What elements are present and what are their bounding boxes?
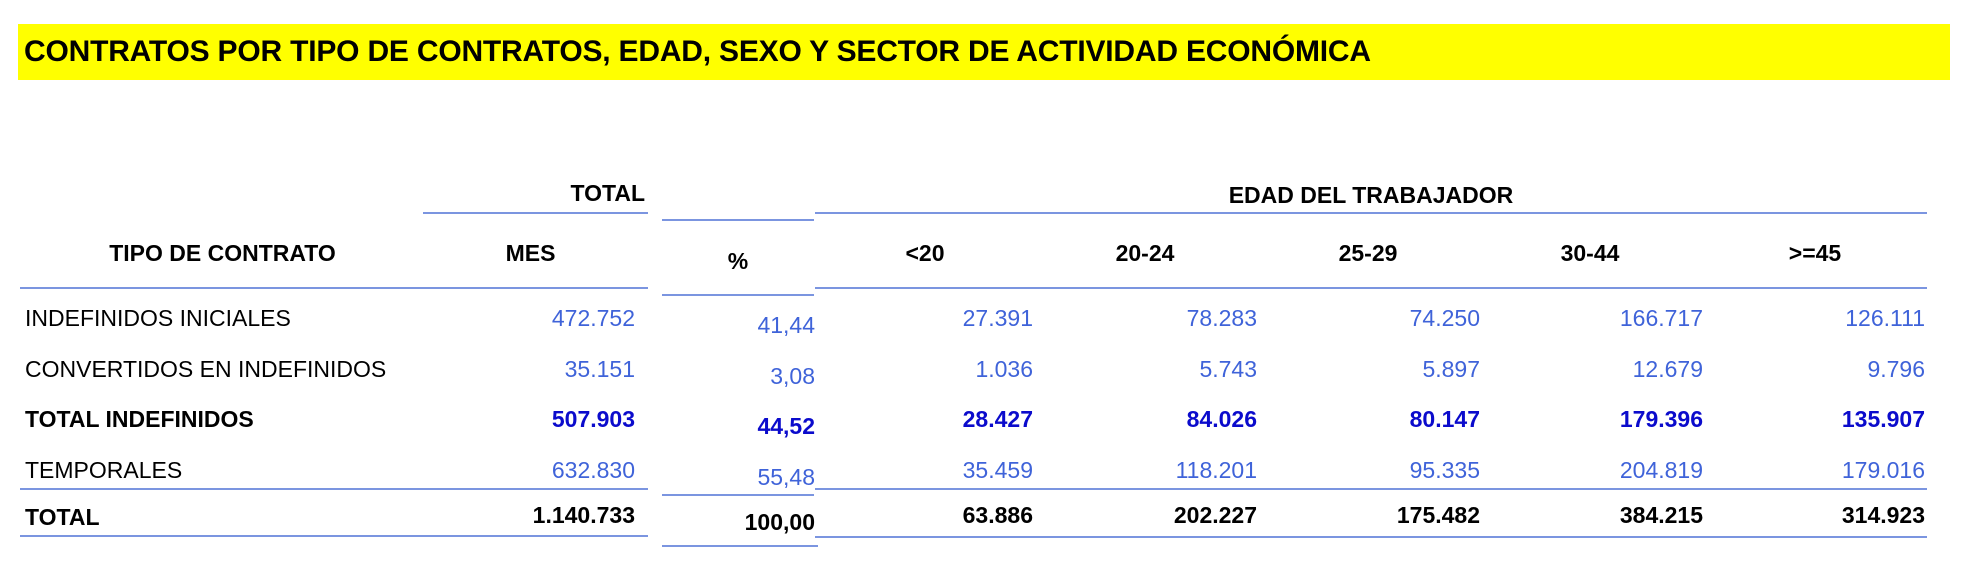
cell-age-lt20: 27.391 (962, 305, 1033, 331)
cell-mes: 507.903 (551, 406, 635, 432)
cell-age-25-29: 175.482 (1396, 502, 1480, 528)
page-title: CONTRATOS POR TIPO DE CONTRATOS, EDAD, S… (24, 35, 1371, 68)
cell-age-30-44: 166.717 (1619, 305, 1703, 331)
title-bar: CONTRATOS POR TIPO DE CONTRATOS, EDAD, S… (18, 24, 1950, 80)
cell-age-ge45: 135.907 (1841, 406, 1925, 432)
cell-age-lt20: 63.886 (962, 502, 1033, 528)
cell-age-20-24: 84.026 (1186, 406, 1257, 432)
header-age-ge45: >=45 (1788, 240, 1842, 266)
row-label: TOTAL INDEFINIDOS (25, 406, 254, 432)
cell-age-20-24: 78.283 (1186, 305, 1257, 331)
header-age-lt20: <20 (905, 240, 945, 266)
cell-pct: 3,08 (770, 363, 815, 389)
cell-age-lt20: 1.036 (975, 356, 1033, 382)
cell-age-30-44: 384.215 (1619, 502, 1703, 528)
row-label: TEMPORALES (25, 457, 183, 483)
cell-age-lt20: 28.427 (962, 406, 1033, 432)
cell-age-ge45: 179.016 (1841, 457, 1925, 483)
cell-age-30-44: 204.819 (1619, 457, 1703, 483)
header-age-30-44: 30-44 (1560, 240, 1620, 266)
rule-total-top-left (20, 488, 648, 490)
header-mes: MES (505, 240, 556, 266)
cell-age-20-24: 202.227 (1173, 502, 1257, 528)
rule-age-total-top (815, 488, 1927, 490)
cell-age-20-24: 118.201 (1175, 457, 1257, 483)
header-pct: % (727, 248, 749, 274)
header-age-25-29: 25-29 (1338, 240, 1398, 266)
rule-header-bottom-left (20, 287, 648, 289)
cell-pct: 55,48 (757, 464, 815, 490)
cell-age-30-44: 12.679 (1632, 356, 1703, 382)
cell-age-ge45: 314.923 (1841, 502, 1925, 528)
rule-age-top (815, 212, 1927, 214)
header-total-group: TOTAL (570, 180, 645, 206)
cell-age-25-29: 80.147 (1409, 406, 1480, 432)
cell-age-30-44: 179.396 (1619, 406, 1703, 432)
cell-mes: 1.140.733 (532, 502, 635, 528)
cell-age-20-24: 5.743 (1199, 356, 1257, 382)
rule-pct-total-top (662, 494, 814, 496)
header-tipo-contrato: TIPO DE CONTRATO (109, 240, 336, 266)
row-label: INDEFINIDOS INICIALES (25, 305, 291, 331)
rule-mes-top (423, 212, 648, 214)
rule-pct-bottom (662, 545, 818, 547)
header-age-20-24: 20-24 (1115, 240, 1175, 266)
cell-mes: 632.830 (551, 457, 635, 483)
cell-age-25-29: 5.897 (1422, 356, 1480, 382)
rule-age-header-bottom (815, 287, 1927, 289)
cell-mes: 472.752 (551, 305, 635, 331)
cell-age-ge45: 9.796 (1867, 356, 1925, 382)
rule-pct-header-bottom (662, 294, 814, 296)
header-age-group: EDAD DEL TRABAJADOR (1228, 182, 1514, 208)
cell-age-lt20: 35.459 (962, 457, 1033, 483)
row-label: CONVERTIDOS EN INDEFINIDOS (25, 356, 387, 382)
cell-age-ge45: 126.111 (1845, 305, 1925, 331)
cell-age-25-29: 95.335 (1409, 457, 1480, 483)
rule-pct-top (662, 219, 814, 221)
cell-mes: 35.151 (564, 356, 635, 382)
rule-bottom-left (20, 535, 648, 537)
row-label: TOTAL (25, 504, 100, 530)
cell-pct: 100,00 (744, 509, 815, 535)
cell-age-25-29: 74.250 (1409, 305, 1480, 331)
rule-age-bottom (815, 536, 1927, 538)
cell-pct: 44,52 (757, 413, 815, 439)
cell-pct: 41,44 (757, 312, 815, 338)
